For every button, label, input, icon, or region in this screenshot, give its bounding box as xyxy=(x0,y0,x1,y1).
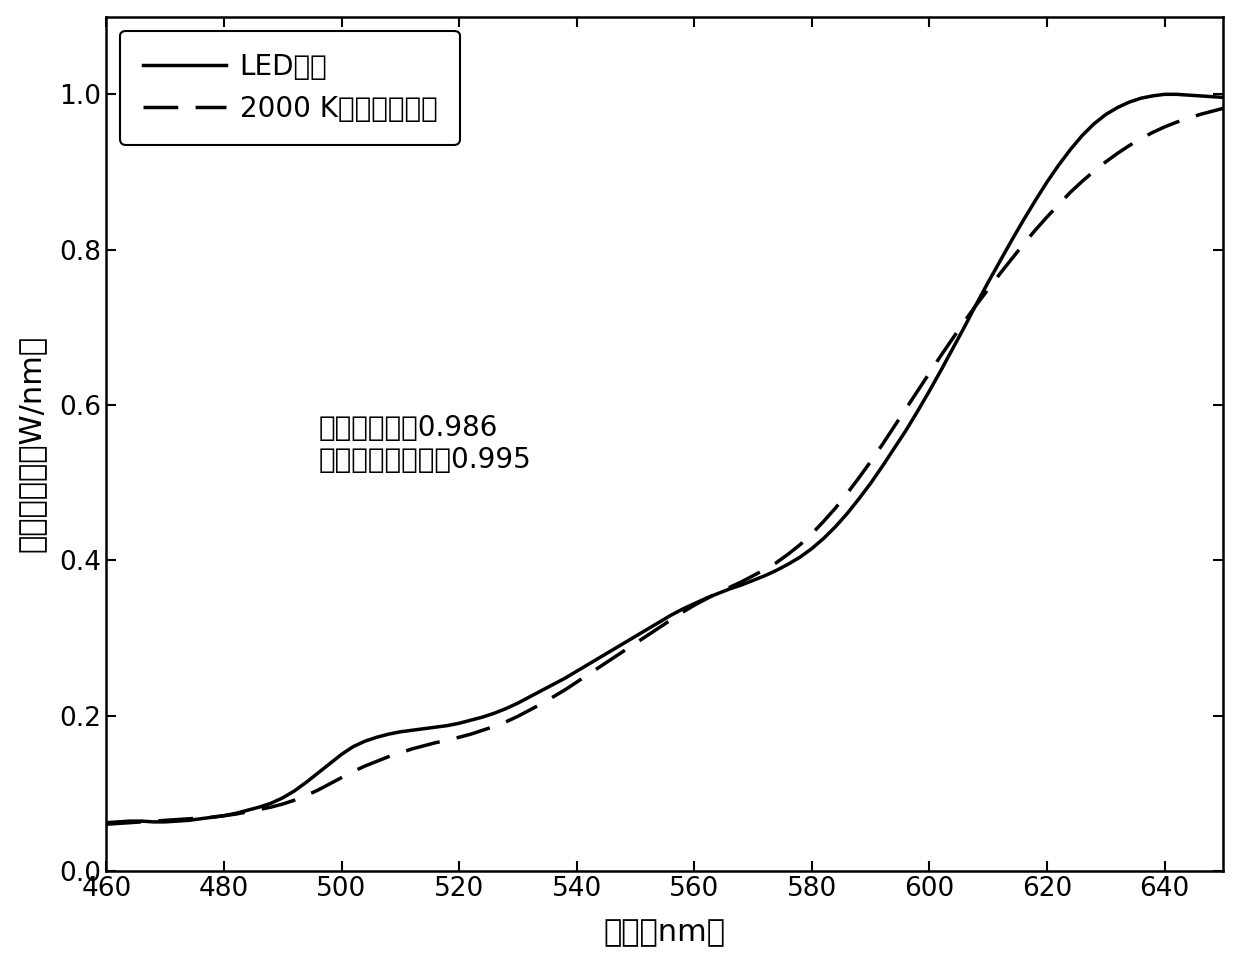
2000 K黑体辐射光谱 xyxy=(663,614,678,626)
2000 K黑体辐射光谱 xyxy=(1122,140,1137,151)
2000 K黑体辐射光谱 xyxy=(252,804,267,816)
2000 K黑体辐射光谱 xyxy=(99,818,114,830)
Y-axis label: 归一化强度（W/nm）: 归一化强度（W/nm） xyxy=(16,335,46,552)
LED光谱 xyxy=(663,609,678,621)
Line: 2000 K黑体辐射光谱: 2000 K黑体辐射光谱 xyxy=(107,108,1224,824)
LED光谱 xyxy=(99,817,114,828)
Text: 光谱相似度：0.986
光谱角度匹配度：0.995: 光谱相似度：0.986 光谱角度匹配度：0.995 xyxy=(319,414,532,474)
2000 K黑体辐射光谱 xyxy=(417,740,432,752)
LED光谱 xyxy=(1216,92,1231,103)
LED光谱 xyxy=(698,593,713,604)
LED光谱 xyxy=(1122,96,1137,108)
X-axis label: 波长（nm）: 波长（nm） xyxy=(604,919,725,948)
LED光谱 xyxy=(417,723,432,735)
Line: LED光谱: LED光谱 xyxy=(107,94,1224,822)
Legend: LED光谱, 2000 K黑体辐射光谱: LED光谱, 2000 K黑体辐射光谱 xyxy=(120,31,460,145)
LED光谱 xyxy=(582,658,596,670)
LED光谱 xyxy=(252,801,267,813)
LED光谱 xyxy=(1157,89,1172,100)
2000 K黑体辐射光谱 xyxy=(1216,102,1231,114)
2000 K黑体辐射光谱 xyxy=(582,669,596,681)
2000 K黑体辐射光谱 xyxy=(698,593,713,604)
